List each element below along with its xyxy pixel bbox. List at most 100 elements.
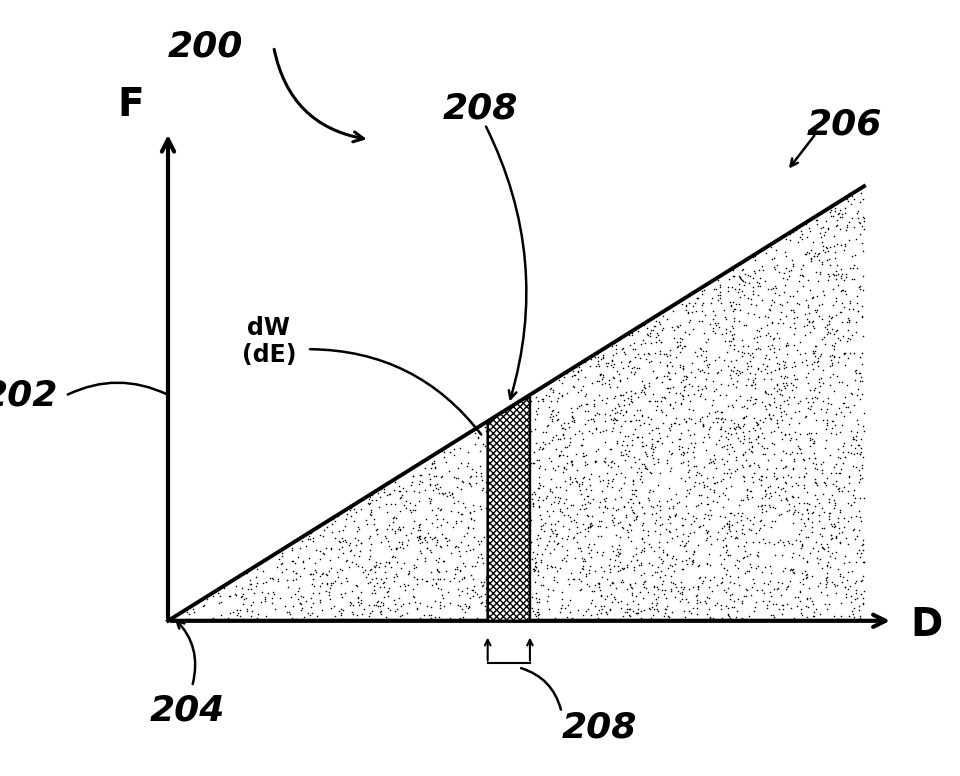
Point <box>661 386 677 398</box>
Point <box>221 611 236 624</box>
Point <box>781 536 797 549</box>
Point <box>660 562 676 574</box>
Point <box>730 364 745 376</box>
Point <box>713 429 729 442</box>
Point <box>805 598 821 611</box>
Point <box>755 440 770 452</box>
Point <box>652 318 667 331</box>
Point <box>803 440 818 452</box>
Point <box>582 566 597 579</box>
Point <box>797 497 812 509</box>
Point <box>852 367 868 379</box>
Point <box>292 570 307 582</box>
Point <box>304 607 320 619</box>
Point <box>740 292 756 304</box>
Point <box>406 591 421 604</box>
Point <box>305 573 321 586</box>
Point <box>628 542 643 554</box>
Point <box>353 594 369 606</box>
Point <box>731 369 746 381</box>
Point <box>641 380 657 393</box>
Point <box>381 535 396 547</box>
Point <box>523 542 539 554</box>
Point <box>835 284 851 296</box>
Point <box>729 463 744 476</box>
Point <box>746 467 761 480</box>
Point <box>523 536 539 549</box>
Point <box>681 307 696 320</box>
Point <box>812 310 828 323</box>
Point <box>785 259 801 272</box>
Point <box>798 411 813 423</box>
Point <box>856 492 872 504</box>
Point <box>519 421 535 434</box>
Point <box>584 413 599 425</box>
Point <box>492 608 507 621</box>
Point <box>501 412 516 424</box>
Point <box>511 572 526 584</box>
Point <box>404 505 420 518</box>
Point <box>786 307 802 319</box>
Point <box>244 599 259 611</box>
Point <box>788 534 804 546</box>
Point <box>606 370 621 383</box>
Point <box>391 484 406 497</box>
Point <box>395 481 410 494</box>
Point <box>755 427 770 439</box>
Point <box>585 584 600 597</box>
Point <box>499 478 515 490</box>
Point <box>643 337 659 349</box>
Point <box>829 259 845 272</box>
Point <box>651 435 666 448</box>
Point <box>589 375 605 387</box>
Point <box>842 347 857 359</box>
Point <box>685 446 701 459</box>
Point <box>380 602 396 615</box>
Point <box>838 288 853 300</box>
Point <box>372 580 388 593</box>
Point <box>750 342 765 355</box>
Point <box>294 535 309 547</box>
Point <box>800 486 815 498</box>
Point <box>419 600 434 612</box>
Point <box>818 578 833 591</box>
Point <box>796 552 811 564</box>
Point <box>632 496 647 508</box>
Point <box>734 611 750 624</box>
Point <box>805 542 821 554</box>
Point <box>527 565 542 577</box>
Point <box>291 551 306 563</box>
Point <box>825 339 840 352</box>
Point <box>804 570 820 582</box>
Point <box>618 511 634 523</box>
Point <box>505 480 520 493</box>
Point <box>668 417 684 429</box>
Point <box>734 273 750 286</box>
Point <box>700 471 715 483</box>
Point <box>785 566 801 578</box>
Point <box>578 405 593 417</box>
Point <box>353 597 369 609</box>
Point <box>791 506 806 518</box>
Point <box>672 331 687 344</box>
Point <box>559 463 574 476</box>
Point <box>501 416 516 428</box>
Point <box>837 240 852 252</box>
Point <box>827 241 842 253</box>
Point <box>844 605 859 617</box>
Point <box>708 282 724 295</box>
Point <box>813 348 828 360</box>
Point <box>836 346 852 359</box>
Point <box>799 467 814 480</box>
Point <box>742 460 757 473</box>
Point <box>663 417 679 430</box>
Point <box>528 437 543 449</box>
Point <box>343 599 358 611</box>
Point <box>607 413 622 425</box>
Point <box>636 542 652 554</box>
Point <box>794 566 809 579</box>
Point <box>837 359 852 372</box>
Point <box>291 581 306 594</box>
Point <box>508 508 523 520</box>
Point <box>641 356 657 369</box>
